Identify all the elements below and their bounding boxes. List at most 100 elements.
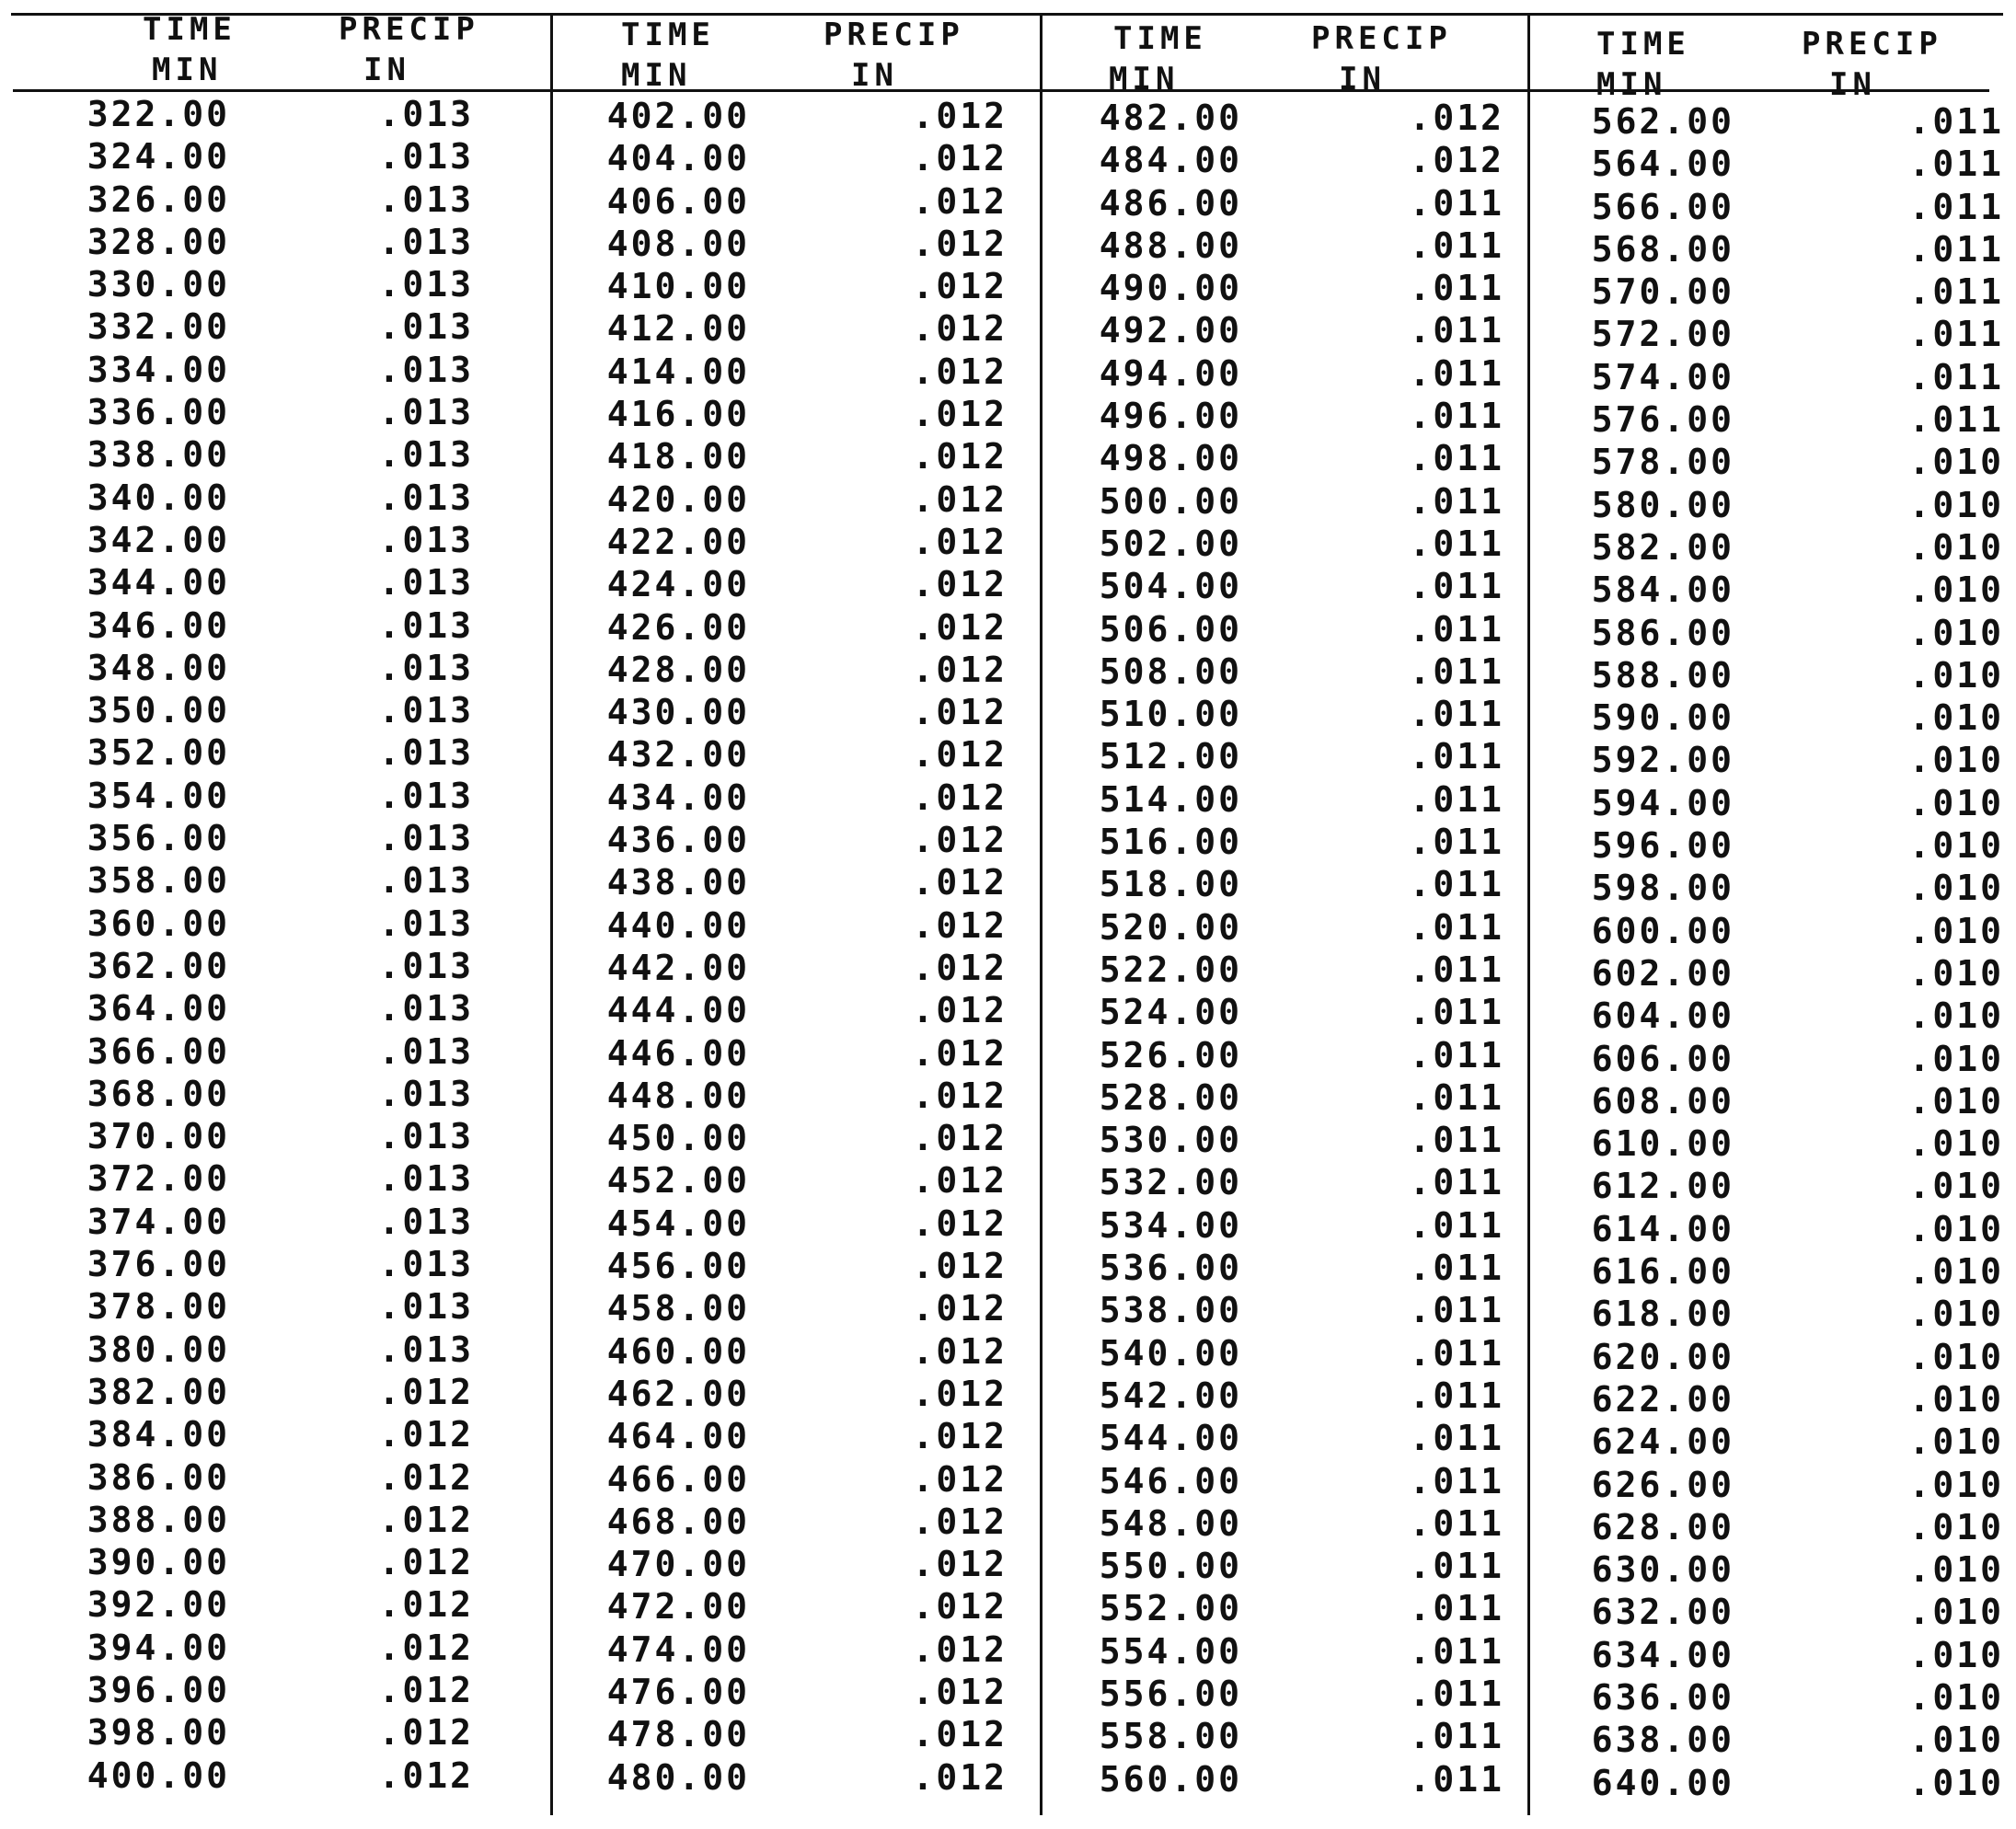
precip-cell: .010 — [1908, 1464, 2004, 1505]
time-cell: 530.00 — [1099, 1120, 1242, 1161]
time-cell: 332.00 — [86, 306, 230, 348]
time-cell: 614.00 — [1591, 1208, 1734, 1249]
precip-cell: .012 — [912, 1373, 1008, 1414]
precip-cell: .010 — [1908, 952, 2004, 994]
time-cell: 480.00 — [606, 1756, 750, 1798]
table-row: 608.00 .010 — [1537, 1081, 2016, 1123]
precip-cell: .013 — [378, 775, 474, 816]
table-row: 450.00 .012 — [561, 1118, 1049, 1160]
precip-cell: .011 — [1908, 271, 2004, 313]
table-row: 394.00 .012 — [55, 1628, 543, 1670]
table-row: 440.00 .012 — [561, 905, 1049, 948]
precip-cell: .013 — [378, 1030, 474, 1072]
precip-cell: .010 — [1908, 1549, 2004, 1591]
table-row: 550.00 .011 — [1049, 1546, 1537, 1588]
time-cell: 354.00 — [86, 775, 230, 816]
time-cell: 532.00 — [1099, 1162, 1242, 1203]
precip-cell: .012 — [912, 1330, 1008, 1372]
table-row: 584.00 .010 — [1537, 569, 2016, 612]
time-cell: 544.00 — [1099, 1418, 1242, 1459]
time-cell: 560.00 — [1099, 1758, 1242, 1800]
table-row: 434.00 .012 — [561, 777, 1049, 820]
time-cell: 422.00 — [606, 521, 750, 562]
precip-cell: .013 — [378, 988, 474, 1030]
table-row: 470.00 .012 — [561, 1544, 1049, 1586]
precip-cell: .011 — [1409, 1630, 1504, 1672]
header-underline-1 — [13, 89, 550, 92]
precip-cell: .010 — [1908, 1038, 2004, 1079]
precip-cell: .013 — [378, 178, 474, 220]
table-row: 594.00 .010 — [1537, 783, 2016, 825]
time-cell: 432.00 — [606, 734, 750, 776]
precip-cell: .010 — [1908, 1676, 2004, 1718]
time-cell: 634.00 — [1591, 1634, 1734, 1675]
precip-cell: .013 — [378, 1158, 474, 1200]
header-time: TIME — [621, 17, 715, 53]
precip-cell: .013 — [378, 264, 474, 305]
time-cell: 462.00 — [606, 1373, 750, 1414]
time-cell: 626.00 — [1591, 1464, 1734, 1505]
time-cell: 476.00 — [606, 1671, 750, 1712]
time-cell: 348.00 — [86, 647, 230, 688]
precip-cell: .013 — [378, 1073, 474, 1114]
precip-cell: .012 — [912, 862, 1008, 903]
precip-cell: .011 — [1409, 736, 1504, 777]
time-cell: 334.00 — [86, 349, 230, 390]
table-row: 500.00 .011 — [1049, 481, 1537, 523]
time-cell: 574.00 — [1591, 356, 1734, 397]
time-cell: 346.00 — [86, 604, 230, 646]
header-time: TIME — [1113, 20, 1207, 57]
precip-cell: .011 — [1409, 864, 1504, 905]
time-cell: 386.00 — [86, 1456, 230, 1498]
precip-cell: .013 — [378, 1201, 474, 1242]
time-cell: 406.00 — [606, 180, 750, 222]
precip-cell: .010 — [1908, 1592, 2004, 1633]
precip-cell: .011 — [1409, 608, 1504, 650]
time-cell: 446.00 — [606, 1032, 750, 1074]
time-cell: 498.00 — [1099, 438, 1242, 479]
table-row: 376.00 .013 — [55, 1244, 543, 1286]
time-cell: 416.00 — [606, 394, 750, 435]
precip-cell: .010 — [1908, 442, 2004, 483]
table-row: 388.00 .012 — [55, 1500, 543, 1542]
precip-cell: .011 — [1409, 992, 1504, 1033]
time-cell: 550.00 — [1099, 1546, 1242, 1587]
precip-cell: .012 — [1409, 140, 1504, 181]
precip-cell: .010 — [1908, 1378, 2004, 1420]
time-cell: 464.00 — [606, 1416, 750, 1457]
time-cell: 540.00 — [1099, 1332, 1242, 1374]
precip-cell: .012 — [378, 1499, 474, 1540]
precip-cell: .011 — [1409, 778, 1504, 820]
time-cell: 342.00 — [86, 519, 230, 560]
table-row: 332.00 .013 — [55, 306, 543, 349]
time-cell: 398.00 — [86, 1712, 230, 1754]
time-cell: 490.00 — [1099, 268, 1242, 309]
time-cell: 414.00 — [606, 351, 750, 392]
table-row: 546.00 .011 — [1049, 1461, 1537, 1503]
precip-cell: .012 — [378, 1414, 474, 1455]
table-row: 614.00 .010 — [1537, 1209, 2016, 1251]
precip-cell: .012 — [912, 394, 1008, 435]
table-row: 524.00 .011 — [1049, 992, 1537, 1034]
precip-cell: .013 — [378, 562, 474, 604]
precip-cell: .012 — [378, 1712, 474, 1754]
time-cell: 338.00 — [86, 434, 230, 476]
table-row: 412.00 .012 — [561, 308, 1049, 351]
precip-cell: .012 — [912, 1160, 1008, 1202]
time-cell: 394.00 — [86, 1627, 230, 1668]
time-cell: 410.00 — [606, 266, 750, 307]
table-row: 488.00 .011 — [1049, 225, 1537, 268]
precip-cell: .012 — [912, 692, 1008, 733]
table-row: 554.00 .011 — [1049, 1631, 1537, 1674]
precip-cell: .010 — [1908, 740, 2004, 781]
precip-cell: .011 — [1908, 228, 2004, 270]
table-row: 502.00 .011 — [1049, 523, 1537, 566]
time-cell: 600.00 — [1591, 910, 1734, 951]
table-row: 602.00 .010 — [1537, 953, 2016, 995]
time-cell: 330.00 — [86, 264, 230, 305]
precip-cell: .010 — [1908, 1634, 2004, 1675]
time-cell: 518.00 — [1099, 864, 1242, 905]
time-cell: 442.00 — [606, 947, 750, 988]
table-row: 484.00 .012 — [1049, 140, 1537, 182]
table-row: 464.00 .012 — [561, 1416, 1049, 1458]
